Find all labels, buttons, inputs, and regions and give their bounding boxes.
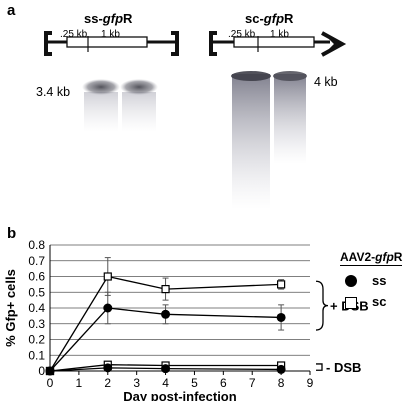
x-tick-label: 5 — [191, 376, 198, 390]
sc-lane1-band — [231, 71, 271, 81]
series-line-ss — [49, 307, 282, 372]
ss-title-prefix: ss- — [84, 11, 103, 26]
ss-construct-title: ss-gfpR — [84, 11, 132, 26]
point-sc — [161, 284, 170, 294]
ss-lane2-band — [120, 79, 158, 95]
y-tick-label: 0.6 — [28, 270, 45, 284]
sc-hairpin-itr — [321, 31, 347, 57]
x-tick-label: 1 — [76, 376, 83, 390]
chart-grid — [50, 244, 310, 356]
x-tick-label: 4 — [162, 376, 169, 390]
ss-construct-diagram — [44, 31, 179, 56]
point-ss — [103, 303, 113, 313]
legend-ss-marker — [345, 275, 357, 287]
point-ss — [161, 309, 171, 319]
sc-gel-lanes — [231, 71, 307, 209]
legend-sc-marker — [345, 297, 357, 309]
series-line-sc — [49, 275, 282, 372]
chart-series — [45, 257, 286, 376]
y-tick-label: 0.7 — [28, 254, 45, 268]
sc-lane2-smear — [274, 74, 306, 164]
point-ss — [276, 312, 286, 322]
x-tick-label: 8 — [278, 376, 285, 390]
sc-title-suffix: R — [284, 11, 294, 26]
point-ss — [45, 366, 55, 376]
y-tick-label: 0.8 — [28, 238, 45, 252]
legend-title: AAV2-gfpR — [340, 250, 403, 266]
x-tick-label: 2 — [104, 376, 111, 390]
point-sc — [277, 280, 286, 289]
panel-a-letter: a — [7, 2, 16, 19]
series-line-sc — [49, 364, 282, 372]
point-ss — [161, 364, 171, 374]
y-axis-title: % Gfp+ cells — [3, 269, 18, 347]
sc-hairpin-inner — [328, 36, 339, 52]
ss-tick-label-1kb: 1 kb — [101, 29, 120, 40]
sc-gfp-cassette — [233, 36, 315, 48]
legend-sc-label: sc — [372, 294, 387, 309]
ss-title-italic: gfp — [102, 11, 124, 26]
sc-construct-title: sc-gfpR — [245, 11, 293, 26]
minus-dsb-bracket — [316, 363, 323, 371]
panel-b-letter: b — [7, 225, 17, 242]
ss-title-suffix: R — [123, 11, 133, 26]
x-tick-label: 3 — [133, 376, 140, 390]
sc-left-itr — [209, 31, 217, 56]
x-tick-label: 7 — [249, 376, 256, 390]
y-tick-label: 0.2 — [28, 333, 45, 347]
minus-dsb-label: - DSB — [326, 360, 361, 375]
point-ss — [276, 364, 286, 374]
legend-title-italic: gfp — [375, 250, 394, 264]
sc-lane2-band — [273, 71, 307, 81]
sc-title-prefix: sc- — [245, 11, 264, 26]
x-tick-label: 6 — [220, 376, 227, 390]
ss-gfp-cassette — [66, 36, 148, 48]
ss-lane1-smear — [84, 92, 118, 132]
x-axis-title: Day post-infection — [123, 389, 236, 401]
legend-title-prefix: AAV2- — [340, 250, 376, 264]
y-tick-label: 0 — [38, 364, 45, 378]
sc-lane1-smear — [232, 74, 270, 209]
y-tick-label: 0.5 — [28, 285, 45, 299]
sc-tick-label-1kb: 1 kb — [270, 29, 289, 40]
ss-right-itr — [171, 31, 179, 56]
x-tick-label: 0 — [47, 376, 54, 390]
legend-title-suffix: R — [393, 250, 403, 264]
panel-a-graphics — [44, 31, 347, 209]
ss-band-size-label: 3.4 kb — [36, 85, 71, 99]
legend-ss-label: ss — [372, 273, 387, 288]
sc-construct-diagram — [209, 31, 347, 57]
series-line-ss — [49, 367, 282, 372]
point-ss — [103, 363, 113, 373]
ss-lane2-smear — [122, 92, 156, 132]
sc-title-italic: gfp — [263, 11, 285, 26]
point-sc — [103, 272, 112, 281]
ss-left-itr — [44, 31, 52, 56]
ss-tick-label-025kb: .25 kb — [60, 29, 88, 40]
y-tick-label: 0.1 — [28, 348, 45, 362]
sc-band-size-label: 4 kb — [314, 75, 338, 89]
ss-lane1-band — [82, 79, 120, 95]
y-tick-label: 0.3 — [28, 317, 45, 331]
x-tick-label: 9 — [307, 376, 314, 390]
ss-gel-lanes — [82, 79, 158, 132]
chart-annotations: + DSB- DSB — [315, 280, 369, 375]
plus-dsb-bracket — [315, 280, 329, 331]
sc-tick-label-025kb: .25 kb — [228, 29, 256, 40]
chart-axes — [49, 245, 311, 375]
y-tick-label: 0.4 — [28, 301, 45, 315]
